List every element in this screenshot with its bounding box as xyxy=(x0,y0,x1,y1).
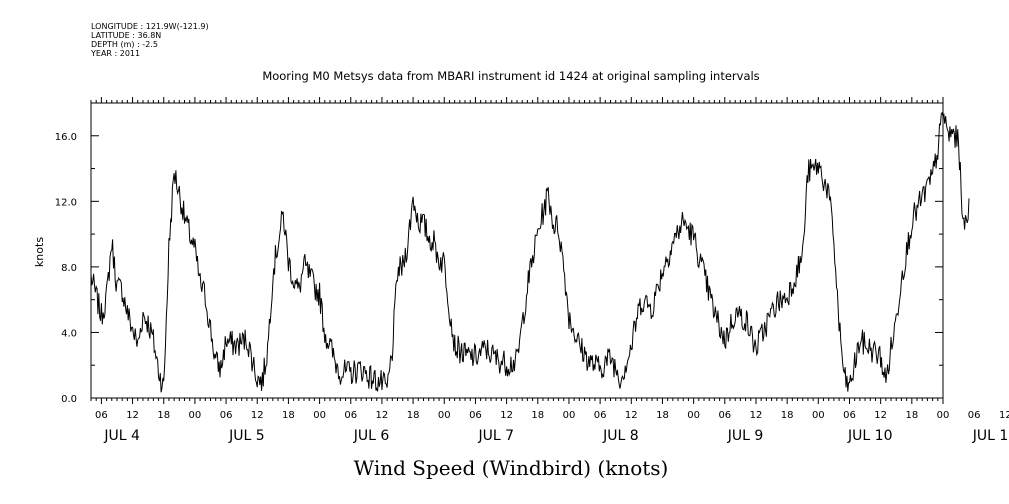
x-tick-label: 18 xyxy=(157,410,170,421)
axis-ticks xyxy=(90,97,944,404)
x-tick-label: 00 xyxy=(812,410,825,421)
y-tick-label: 16.0 xyxy=(55,132,77,143)
longitude-label: LONGITUDE : 121.9W(-121.9) xyxy=(91,22,209,31)
day-label: JUL 5 xyxy=(228,428,265,444)
x-tick-label: 06 xyxy=(469,410,482,421)
x-tick-label: 12 xyxy=(500,410,513,421)
y-tick-label: 8.0 xyxy=(61,263,77,274)
x-tick-label: 12 xyxy=(251,410,264,421)
x-tick-label: 12 xyxy=(999,410,1009,421)
x-tick-label: 06 xyxy=(843,410,856,421)
year-label: YEAR : 2011 xyxy=(91,49,141,58)
x-tick-label: 18 xyxy=(282,410,295,421)
x-tick-label: 00 xyxy=(563,410,576,421)
x-tick-label: 00 xyxy=(313,410,326,421)
day-label: JUL 11 xyxy=(972,428,1009,444)
day-label: JUL 4 xyxy=(103,428,140,444)
wind-speed-series-line xyxy=(90,111,970,393)
x-tick-label: 18 xyxy=(781,410,794,421)
latitude-label: LATITUDE : 36.8N xyxy=(91,31,162,40)
y-axis-label: knots xyxy=(33,237,46,267)
day-label: JUL 9 xyxy=(727,428,764,444)
x-tick-label: 00 xyxy=(438,410,451,421)
x-tick-label: 06 xyxy=(594,410,607,421)
x-tick-label: 06 xyxy=(718,410,731,421)
y-tick-label: 4.0 xyxy=(61,328,77,339)
x-tick-label: 12 xyxy=(126,410,139,421)
x-tick-label: 12 xyxy=(750,410,763,421)
x-tick-label: 00 xyxy=(937,410,950,421)
day-label: JUL 10 xyxy=(847,428,892,444)
x-tick-label: 18 xyxy=(905,410,918,421)
y-tick-label: 0.0 xyxy=(61,394,77,405)
x-tick-label: 18 xyxy=(407,410,420,421)
x-tick-labels: 06 12 18 00 06 12 18 00 06 12 18 00 06 12 18 00 06 12 18 00… xyxy=(95,410,1009,421)
x-tick-label: 12 xyxy=(625,410,638,421)
x-tick-label: 12 xyxy=(376,410,389,421)
x-tick-label: 00 xyxy=(687,410,700,421)
x-tick-label: 12 xyxy=(874,410,887,421)
chart-title: Mooring M0 Metsys data from MBARI instru… xyxy=(262,69,759,83)
x-axis-label: Wind Speed (Windbird) (knots) xyxy=(354,456,669,480)
x-tick-label: 18 xyxy=(531,410,544,421)
day-label: JUL 8 xyxy=(602,428,639,444)
x-tick-label: 00 xyxy=(189,410,202,421)
depth-label: DEPTH (m) : -2.5 xyxy=(91,40,158,49)
y-tick-label: 12.0 xyxy=(55,197,77,208)
plot-frame xyxy=(90,102,944,399)
day-label: JUL 6 xyxy=(353,428,390,444)
y-tick-labels: 0.0 4.0 8.0 12.0 16.0 xyxy=(55,132,77,405)
x-tick-label: 06 xyxy=(95,410,108,421)
x-tick-label: 06 xyxy=(968,410,981,421)
x-tick-label: 18 xyxy=(656,410,669,421)
x-tick-label: 06 xyxy=(220,410,233,421)
day-label: JUL 7 xyxy=(477,428,514,444)
x-tick-label: 06 xyxy=(344,410,357,421)
day-labels: JUL 4 JUL 5 JUL 6 JUL 7 JUL 8 JUL 9 JUL 10 JUL … xyxy=(103,428,1009,444)
